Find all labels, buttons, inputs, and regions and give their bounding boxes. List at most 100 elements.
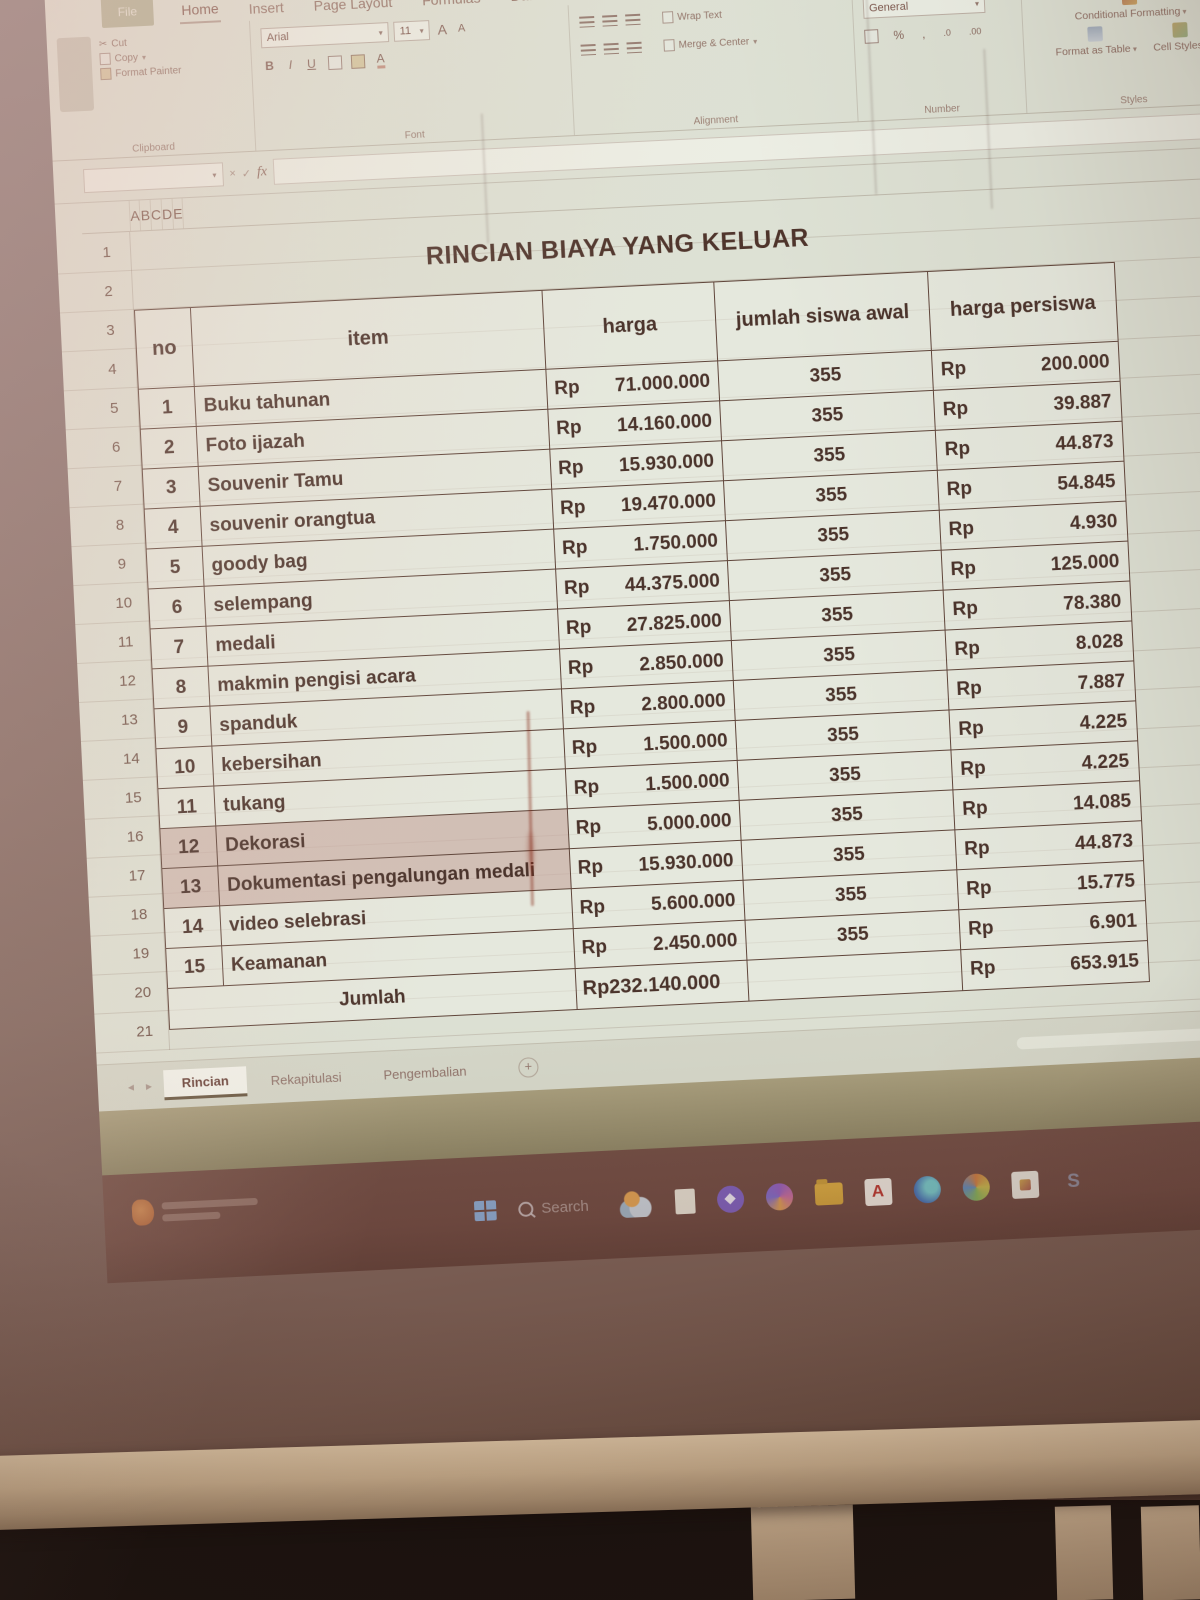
paste-button[interactable] [56, 36, 95, 113]
row-header[interactable]: 21 [120, 1010, 171, 1053]
header-harga-persiswa[interactable]: harga persiswa [949, 291, 1097, 321]
row-header[interactable]: 14 [106, 738, 157, 780]
cancel-icon[interactable]: × [229, 167, 237, 181]
document-app-icon[interactable] [674, 1188, 696, 1214]
font-name-select[interactable]: Arial ▾ [260, 22, 390, 49]
total-harga-cell[interactable]: Rp232.140.000 [575, 960, 750, 1009]
row-header[interactable]: 15 [108, 777, 159, 819]
cell-no[interactable]: 6 [148, 586, 207, 629]
insert-function-icon[interactable]: fx [256, 164, 268, 180]
align-bottom-icon[interactable] [625, 13, 641, 25]
row-header[interactable]: 13 [105, 699, 155, 741]
select-all-corner[interactable] [80, 200, 132, 234]
photos-app-icon[interactable] [1010, 1170, 1039, 1199]
row-header[interactable]: 2 [84, 270, 134, 313]
shrink-font-button[interactable]: A [457, 22, 466, 35]
row-header[interactable]: 10 [99, 582, 150, 624]
cell-no[interactable]: 7 [150, 626, 209, 669]
underline-button[interactable]: U [306, 56, 317, 71]
percent-style-button[interactable]: % [893, 27, 905, 43]
cell-no[interactable]: 10 [156, 746, 215, 789]
cell-no[interactable]: 4 [144, 506, 203, 549]
merge-center-button[interactable]: Merge & Center ▾ [663, 35, 757, 52]
header-jumlah-siswa[interactable]: jumlah siswa awal [714, 271, 932, 361]
fill-color-button[interactable] [350, 53, 366, 69]
file-explorer-icon[interactable] [813, 1182, 844, 1206]
row-header[interactable]: 11 [101, 621, 152, 663]
widgets-weather-icon[interactable] [618, 1189, 654, 1218]
cell-no[interactable]: 2 [140, 426, 199, 469]
header-no[interactable]: no [134, 308, 195, 389]
align-middle-icon[interactable] [602, 14, 618, 27]
italic-button[interactable]: I [288, 57, 293, 72]
header-harga[interactable]: harga [542, 282, 719, 369]
cell-styles-button[interactable]: Cell Styles ▾ [1152, 21, 1200, 55]
align-right-icon[interactable] [626, 41, 642, 53]
decrease-decimal-button[interactable]: .00 [968, 26, 982, 37]
file-tab[interactable]: File [100, 0, 155, 29]
sheet-tab[interactable]: Rincian [163, 1066, 248, 1101]
row-header[interactable]: 6 [91, 426, 142, 468]
row-header[interactable]: 9 [97, 543, 148, 585]
cell-no[interactable]: 1 [138, 386, 197, 429]
edge-browser-icon[interactable] [912, 1175, 942, 1204]
corner-widget[interactable] [131, 1194, 258, 1226]
expense-table: no item harga jumlah siswa awal harga pe… [133, 261, 1150, 1030]
increase-decimal-button[interactable]: .0 [943, 27, 952, 38]
bold-button[interactable]: B [264, 58, 275, 73]
row-header[interactable]: 8 [95, 504, 146, 546]
chrome-browser-icon[interactable] [961, 1172, 990, 1201]
cell-no[interactable]: 14 [164, 906, 223, 949]
format-as-table-button[interactable]: Format as Table ▾ [1054, 25, 1137, 60]
row-header[interactable]: 4 [87, 348, 138, 391]
column-header[interactable]: E [172, 198, 185, 229]
row-header[interactable]: 17 [112, 855, 163, 897]
align-center-icon[interactable] [603, 42, 619, 55]
horizontal-scrollbar[interactable] [1016, 1025, 1200, 1050]
enter-icon[interactable]: ✓ [241, 167, 252, 180]
start-icon[interactable] [473, 1200, 497, 1222]
red-a-app-icon[interactable]: A [863, 1177, 893, 1206]
row-header[interactable]: 5 [89, 387, 140, 430]
wrap-text-button[interactable]: Wrap Text [662, 9, 722, 24]
cell-no[interactable]: 5 [146, 546, 205, 589]
cell-no[interactable]: 11 [158, 786, 217, 829]
row-header[interactable]: 1 [82, 231, 133, 274]
cell-no[interactable]: 15 [166, 946, 225, 988]
row-header[interactable]: 3 [85, 309, 136, 352]
sheet-nav-left-icon[interactable]: ◂ [127, 1079, 135, 1095]
comma-style-button[interactable]: , [921, 26, 926, 41]
row-header[interactable]: 16 [110, 816, 161, 858]
cell-no[interactable]: 3 [142, 466, 201, 509]
total-persiswa-cell[interactable]: Rp 653.915 [969, 950, 1140, 980]
search-button[interactable]: Search [517, 1197, 589, 1217]
skype-app-icon[interactable]: S [1066, 1170, 1081, 1193]
sheet-tab[interactable]: Rekapitulasi [270, 1069, 342, 1088]
add-sheet-button[interactable]: + [517, 1056, 539, 1078]
font-size-select[interactable]: 11 ▾ [393, 20, 431, 42]
cell-no[interactable]: 12 [160, 826, 219, 869]
merge-center-icon [663, 39, 675, 52]
media-app-icon[interactable] [764, 1182, 794, 1211]
grow-font-button[interactable]: A [437, 21, 448, 38]
name-box[interactable]: ▾ [83, 162, 225, 194]
conditional-formatting-button[interactable]: Conditional Formatting ▾ [1074, 0, 1187, 24]
row-header[interactable]: 20 [118, 972, 169, 1014]
ribbon-tab[interactable]: Insert [248, 0, 285, 17]
align-left-icon[interactable] [580, 43, 597, 56]
borders-button[interactable] [327, 54, 343, 70]
purple-app-icon[interactable] [715, 1184, 745, 1213]
cell-no[interactable]: 8 [152, 666, 211, 709]
font-color-button[interactable]: A [376, 51, 386, 69]
row-header[interactable]: 18 [114, 894, 165, 936]
cell-no[interactable]: 9 [154, 706, 213, 749]
sheet-tab[interactable]: Pengembalian [383, 1063, 467, 1083]
row-header[interactable]: 12 [103, 660, 153, 702]
sheet-nav-right-icon[interactable]: ▸ [145, 1078, 153, 1094]
align-top-icon[interactable] [579, 15, 595, 28]
row-header[interactable]: 19 [116, 933, 167, 975]
number-format-select[interactable]: General ▾ [862, 0, 986, 19]
row-header[interactable]: 7 [93, 465, 144, 507]
cell-no[interactable]: 13 [162, 866, 221, 909]
ribbon-tab[interactable]: Home [178, 0, 222, 25]
